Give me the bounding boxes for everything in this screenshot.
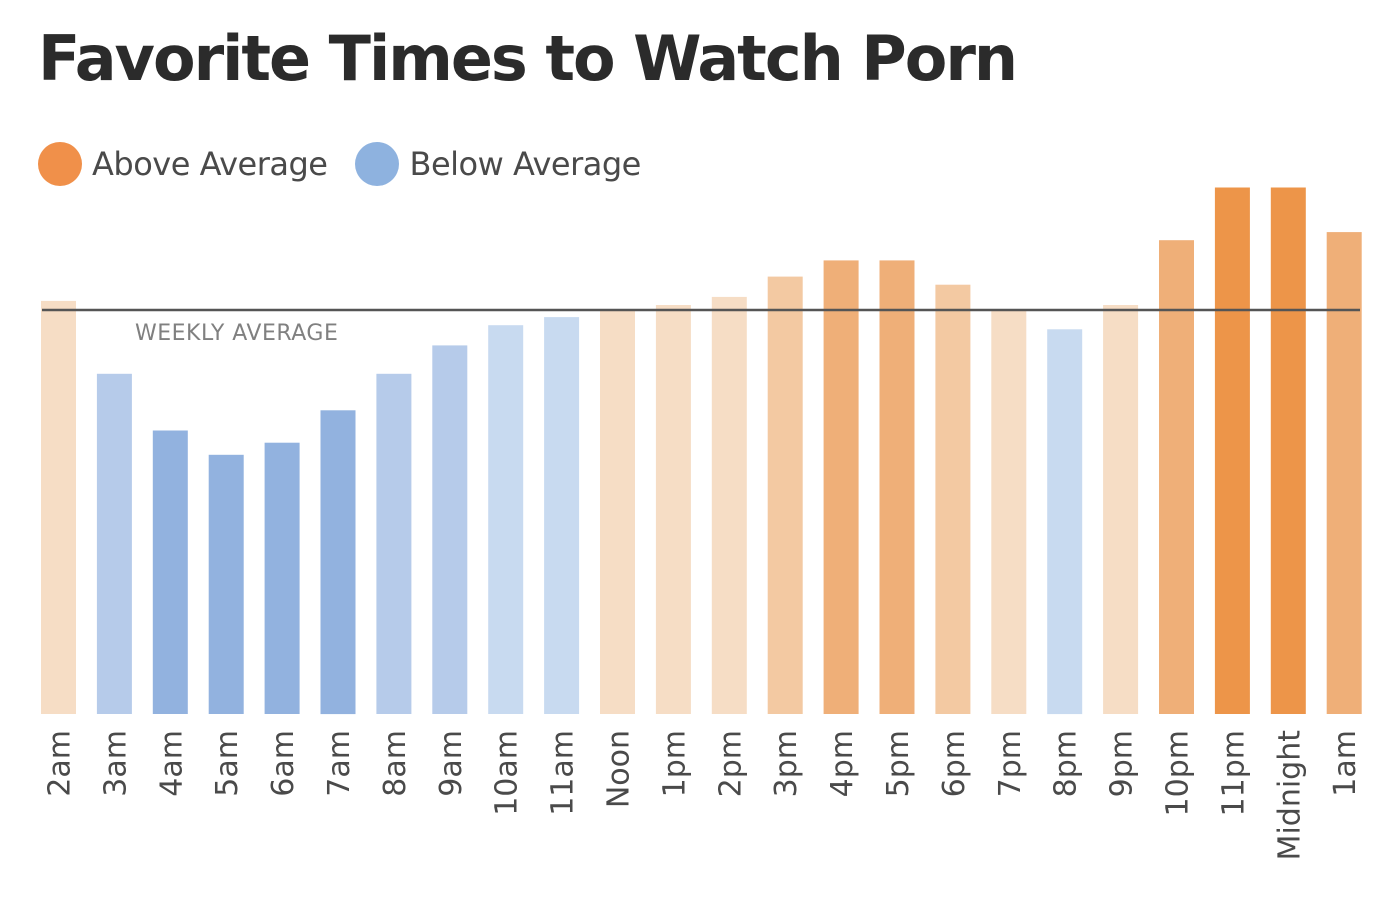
weekly-average-label: WEEKLY AVERAGE xyxy=(135,321,338,346)
bar-1pm xyxy=(655,305,691,714)
bar-midnight xyxy=(1270,187,1306,714)
bar-5am xyxy=(208,454,244,714)
bar-7pm xyxy=(991,309,1027,714)
x-tick-label: 6am xyxy=(266,730,301,797)
bar-4am xyxy=(152,430,188,714)
x-tick-label: 4pm xyxy=(825,730,860,797)
x-tick-label: 10pm xyxy=(1161,730,1196,816)
bar-9pm xyxy=(1103,305,1139,714)
bar-9am xyxy=(432,345,468,714)
bar-10pm xyxy=(1159,240,1194,714)
x-tick-label: 2am xyxy=(43,730,78,797)
x-tick-label: 8am xyxy=(378,730,413,797)
bar-8pm xyxy=(1047,329,1083,715)
chart-legend: Above Average Below Average xyxy=(38,142,669,186)
legend-label-below: Below Average xyxy=(409,145,641,183)
legend-item-below: Below Average xyxy=(355,142,641,186)
x-tick-label: 5am xyxy=(210,730,245,797)
x-tick-label: 11am xyxy=(546,730,581,816)
bar-4pm xyxy=(823,260,859,714)
bar-11am xyxy=(544,317,580,714)
x-tick-label: 8pm xyxy=(1049,730,1084,797)
chart-title: Favorite Times to Watch Porn xyxy=(38,22,1018,95)
bar-6pm xyxy=(935,284,971,714)
x-tick-label: 10am xyxy=(490,730,525,816)
x-tick-label: Midnight xyxy=(1272,730,1307,861)
bar-1am xyxy=(1326,232,1362,714)
bar-7am xyxy=(320,410,356,715)
x-tick-label: Noon xyxy=(602,730,637,808)
bar-noon xyxy=(600,309,635,714)
x-tick-label: 5pm xyxy=(881,730,916,797)
x-tick-label: 7pm xyxy=(993,730,1028,797)
bar-8am xyxy=(376,373,412,714)
bar-6am xyxy=(264,442,300,714)
legend-label-above: Above Average xyxy=(92,145,328,183)
x-tick-label: 9pm xyxy=(1105,730,1140,797)
legend-item-above: Above Average xyxy=(38,142,328,186)
below-average-swatch xyxy=(355,142,400,186)
x-tick-label: 4am xyxy=(154,730,189,797)
bar-10am xyxy=(488,325,524,714)
above-average-swatch xyxy=(38,142,82,186)
x-tick-label: 7am xyxy=(322,730,357,797)
bar-11pm xyxy=(1214,187,1250,714)
x-tick-label: 9am xyxy=(434,730,469,797)
bar-3pm xyxy=(767,276,803,714)
x-tick-label: 1am xyxy=(1328,730,1363,797)
x-tick-label: 3pm xyxy=(769,730,804,797)
bar-5pm xyxy=(879,260,915,714)
x-tick-label: 3am xyxy=(98,730,133,797)
bar-2am xyxy=(41,300,76,714)
bar-3am xyxy=(96,373,132,714)
x-tick-label: 1pm xyxy=(657,730,692,797)
x-tick-label: 2pm xyxy=(713,730,748,797)
bar-2pm xyxy=(711,296,747,714)
x-tick-label: 11pm xyxy=(1216,730,1251,816)
x-tick-label: 6pm xyxy=(937,730,972,797)
